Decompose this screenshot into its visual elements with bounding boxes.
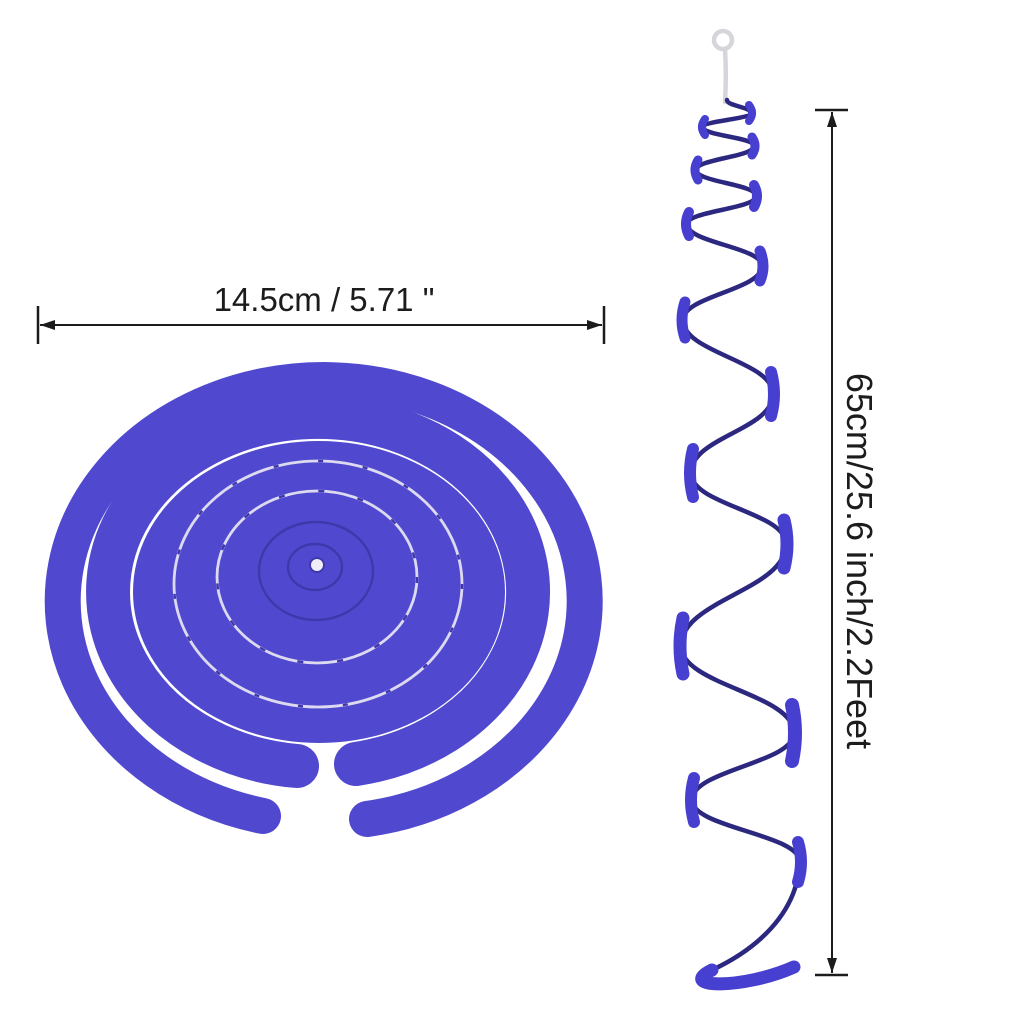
- arrow-down-icon: [827, 958, 837, 973]
- coil-groove: [215, 489, 419, 665]
- coil-body: [133, 441, 505, 743]
- arrow-up-icon: [827, 112, 837, 127]
- swirl-face-segment: [698, 115, 709, 139]
- coil-outer-turn: [44, 362, 603, 837]
- swirl-face-segment: [777, 513, 794, 575]
- swirl-ribbon-faces: [673, 101, 807, 991]
- hook-loop: [711, 28, 735, 52]
- hook-stem: [722, 46, 728, 105]
- width-dimension: 14.5cm / 5.71 ": [36, 281, 606, 344]
- hanging-hook-icon: [711, 28, 735, 105]
- height-dimension-label: 65cm/25.6 inch/2.2Feet: [839, 373, 880, 749]
- coil-second-turn: [86, 394, 551, 788]
- width-dimension-label: 14.5cm / 5.71 ": [214, 281, 435, 318]
- coil-center-hole: [309, 557, 325, 573]
- arrow-left-icon: [40, 320, 55, 330]
- swirl-face-segment: [685, 772, 700, 828]
- swirl-face-segment: [681, 207, 694, 241]
- swirl-face-segment: [749, 180, 762, 212]
- height-dimension: 65cm/25.6 inch/2.2Feet: [815, 108, 880, 977]
- swirl-bottom-curl: [695, 960, 801, 991]
- swirl-face-segment: [754, 245, 769, 287]
- swirl-face-segment: [792, 836, 807, 888]
- swirl-face-segment: [765, 366, 780, 422]
- swirl-face-segment: [684, 443, 699, 503]
- swirl-face-segment: [745, 101, 756, 125]
- swirl-face-segment: [747, 132, 760, 160]
- swirl-face-segment: [676, 296, 691, 344]
- coil-groove: [172, 459, 464, 709]
- coil-groove: [257, 520, 375, 622]
- arrow-right-icon: [587, 320, 602, 330]
- hanging-swirl: [673, 28, 807, 991]
- flat-spiral-coil: [44, 362, 603, 837]
- swirl-face-segment: [785, 698, 802, 768]
- swirl-face-segment: [690, 155, 703, 185]
- swirl-ribbon-edge: [678, 97, 803, 987]
- swirl-face-segment: [673, 611, 690, 681]
- coil-groove: [286, 542, 344, 592]
